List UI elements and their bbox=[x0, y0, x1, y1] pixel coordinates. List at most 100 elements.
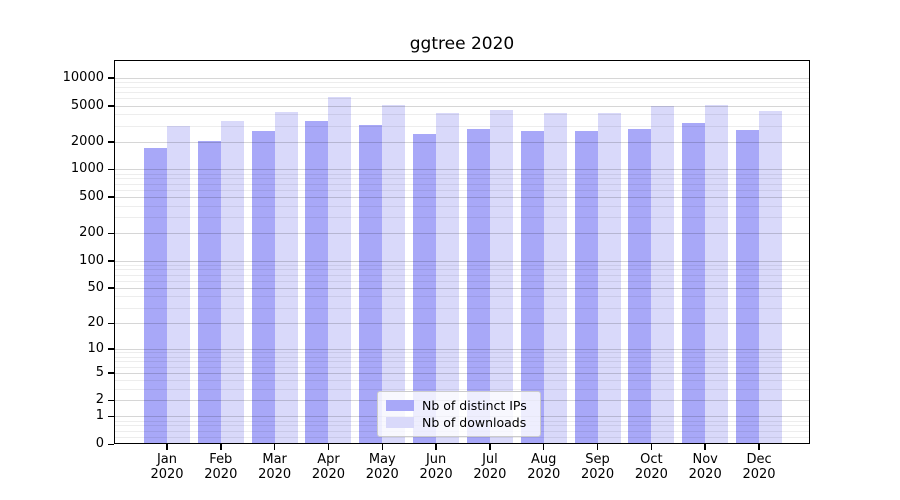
gridline-major bbox=[114, 349, 810, 350]
x-axis-tick bbox=[273, 444, 276, 450]
x-axis-tick-label: Oct 2020 bbox=[623, 452, 679, 482]
gridline-minor bbox=[114, 380, 810, 381]
legend-item-downloads: Nb of downloads bbox=[386, 414, 532, 431]
bar-downloads-dec bbox=[759, 111, 783, 444]
gridline-minor bbox=[114, 126, 810, 127]
y-axis-tick-label: 0 bbox=[95, 436, 104, 451]
x-label-year: 2020 bbox=[204, 467, 238, 482]
gridline-minor bbox=[114, 357, 810, 358]
x-axis-tick bbox=[596, 444, 599, 450]
x-axis-tick-label: Nov 2020 bbox=[677, 452, 733, 482]
x-axis-tick-label: Jul 2020 bbox=[462, 452, 518, 482]
y-axis-tick-label: 2000 bbox=[70, 133, 104, 149]
gridline-major bbox=[114, 373, 810, 374]
y-axis-tick bbox=[108, 232, 114, 235]
x-label-year: 2020 bbox=[688, 467, 722, 482]
x-axis-tick-label: Dec 2020 bbox=[731, 452, 787, 482]
x-axis-tick bbox=[220, 444, 222, 450]
bar-downloads-apr bbox=[328, 97, 352, 444]
bar-downloads-feb bbox=[220, 121, 244, 444]
bar-downloads-jan bbox=[167, 125, 190, 444]
y-axis-tick-label: 100 bbox=[79, 252, 104, 268]
bar-downloads-jul bbox=[489, 110, 513, 444]
legend-swatch-downloads bbox=[386, 417, 414, 428]
chart-title: ggtree 2020 bbox=[409, 34, 515, 54]
y-axis-tick bbox=[108, 141, 114, 143]
x-label-month: Jul bbox=[482, 452, 498, 467]
gridline-minor bbox=[114, 178, 810, 179]
x-label-year: 2020 bbox=[311, 467, 345, 482]
x-axis-tick-label: Apr 2020 bbox=[300, 452, 356, 482]
y-axis-tick-label: 50 bbox=[87, 279, 104, 295]
x-label-month: Nov bbox=[692, 452, 718, 467]
gridline-minor bbox=[114, 269, 810, 270]
gridline-minor bbox=[114, 92, 810, 93]
x-label-year: 2020 bbox=[581, 467, 615, 482]
gridline-minor bbox=[114, 87, 810, 88]
x-label-year: 2020 bbox=[634, 467, 668, 482]
x-axis-tick-label: Jan 2020 bbox=[139, 452, 195, 482]
y-axis-tick-label: 500 bbox=[79, 188, 104, 204]
gridline-minor bbox=[114, 184, 810, 185]
x-axis-tick bbox=[489, 444, 491, 450]
y-axis-tick bbox=[108, 322, 114, 324]
bar-distinct-ips-jan bbox=[144, 147, 167, 444]
y-axis-tick bbox=[108, 348, 114, 350]
x-label-month: Aug bbox=[531, 452, 557, 467]
y-axis-tick-label: 10000 bbox=[62, 69, 104, 85]
x-label-year: 2020 bbox=[150, 467, 184, 482]
x-label-year: 2020 bbox=[473, 467, 507, 482]
bar-distinct-ips-dec bbox=[736, 129, 760, 444]
x-axis-tick-label: Sep 2020 bbox=[570, 452, 626, 482]
bar-distinct-ips-jul bbox=[466, 129, 490, 444]
gridline-minor bbox=[114, 190, 810, 191]
bar-distinct-ips-may bbox=[359, 125, 383, 444]
bar-downloads-nov bbox=[705, 104, 729, 444]
bar-downloads-jun bbox=[436, 113, 460, 444]
bar-distinct-ips-nov bbox=[682, 123, 706, 444]
y-axis-tick bbox=[108, 105, 114, 107]
gridline-minor bbox=[114, 114, 810, 115]
gridline-minor bbox=[114, 265, 810, 266]
y-axis-tick bbox=[108, 287, 114, 289]
x-axis-tick-label: Feb 2020 bbox=[193, 452, 249, 482]
bar-distinct-ips-feb bbox=[197, 141, 221, 444]
x-axis-tick bbox=[758, 444, 760, 450]
y-axis-tick-label: 1 bbox=[95, 408, 104, 424]
x-label-month: Oct bbox=[640, 452, 663, 467]
bar-distinct-ips-mar bbox=[251, 130, 275, 444]
x-axis-tick-label: Mar 2020 bbox=[247, 452, 303, 482]
y-axis-tick bbox=[108, 415, 114, 418]
bar-distinct-ips-sep bbox=[574, 130, 598, 444]
bar-distinct-ips-apr bbox=[305, 120, 329, 444]
gridline-major bbox=[114, 288, 810, 289]
bar-distinct-ips-aug bbox=[520, 130, 544, 444]
legend-label-downloads: Nb of downloads bbox=[422, 414, 527, 430]
x-axis-tick-label: Aug 2020 bbox=[516, 452, 572, 482]
x-label-month: Feb bbox=[209, 452, 233, 467]
x-label-month: Dec bbox=[746, 452, 772, 467]
gridline-major bbox=[114, 78, 810, 79]
gridline-minor bbox=[114, 82, 810, 83]
gridline-minor bbox=[114, 275, 810, 276]
x-axis-tick bbox=[166, 444, 168, 450]
bar-downloads-mar bbox=[274, 112, 298, 444]
gridline-major bbox=[114, 197, 810, 198]
y-axis-tick bbox=[108, 399, 114, 402]
bar-distinct-ips-oct bbox=[628, 128, 652, 444]
x-label-year: 2020 bbox=[419, 467, 453, 482]
x-label-month: Jan bbox=[156, 452, 178, 467]
x-label-year: 2020 bbox=[527, 467, 561, 482]
x-axis-tick-label: May 2020 bbox=[354, 452, 410, 482]
y-axis-tick bbox=[108, 168, 114, 171]
x-label-year: 2020 bbox=[742, 467, 776, 482]
gridline-major bbox=[114, 142, 810, 143]
y-axis-tick-label: 2 bbox=[95, 392, 104, 408]
y-axis-tick-label: 1000 bbox=[70, 161, 104, 177]
x-axis-tick bbox=[704, 444, 706, 450]
gridline-minor bbox=[114, 217, 810, 218]
gridline-minor bbox=[114, 296, 810, 297]
y-axis-tick bbox=[108, 443, 114, 445]
